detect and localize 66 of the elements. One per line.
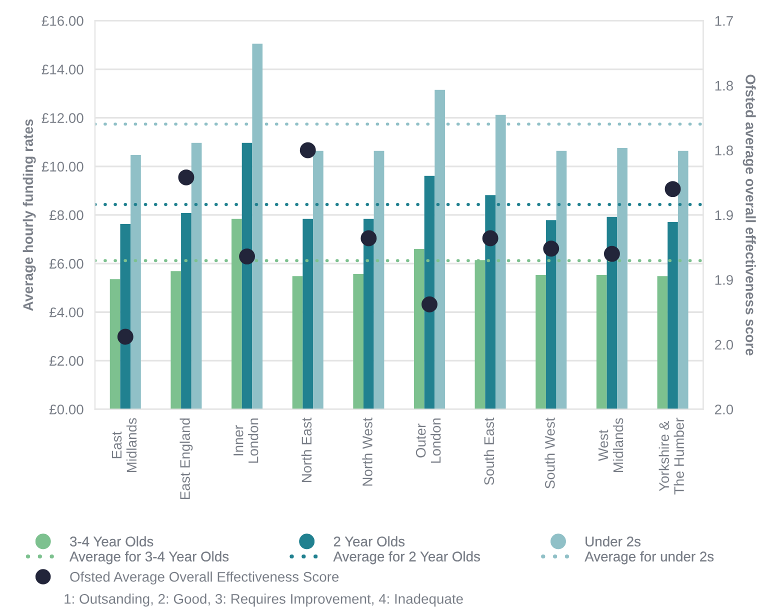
y-tick-label: £6.00 (50, 258, 84, 269)
x-tick-label: South West (544, 418, 555, 488)
x-tick-label: North West (362, 418, 372, 486)
x-tick-label: Yorkshire & The Humber (658, 418, 684, 494)
y-tick-label: £14.00 (42, 64, 84, 74)
bar (536, 274, 546, 410)
x-tick-label: Inner London (234, 418, 258, 463)
bar (181, 213, 192, 410)
legend-label: Under 2s (586, 536, 640, 546)
bar (678, 150, 688, 410)
bar (110, 279, 120, 410)
x-tick-label: North East (301, 418, 312, 482)
y-axis-title: Average hourly funding rates (22, 119, 36, 311)
point (543, 240, 560, 257)
bar (374, 150, 384, 410)
bar (546, 220, 556, 410)
bar (364, 218, 374, 410)
point (604, 246, 620, 262)
bar (120, 224, 131, 410)
bar (617, 148, 628, 410)
point (117, 328, 134, 345)
bar (657, 276, 668, 410)
bar (170, 271, 182, 410)
y-tick-label: £2.00 (50, 356, 84, 366)
x-tick-label: West Midlands (598, 418, 624, 472)
bar (302, 218, 314, 410)
point (360, 230, 377, 246)
bar (596, 274, 607, 410)
point (300, 142, 316, 158)
bar (313, 150, 324, 410)
legend-label: Average for under 2s (584, 551, 714, 564)
legend-label: 3-4 Year Olds (70, 536, 154, 546)
y2-tick-label: 1.8 (715, 146, 733, 156)
y-tick-label: £4.00 (50, 307, 84, 318)
bar (556, 150, 567, 410)
point (178, 169, 194, 186)
bar (292, 276, 303, 410)
x-tick-label: Outer London (416, 418, 441, 463)
y-tick-label: £8.00 (50, 210, 84, 220)
point (422, 296, 438, 312)
y2-tick-label: 1.9 (715, 210, 733, 220)
y2-axis-title: Ofsted average overall effectiveness score (742, 74, 756, 356)
y2-tick-label: 1.7 (715, 16, 733, 26)
x-tick-label: South East (484, 418, 494, 485)
bar (668, 222, 678, 410)
y-tick-label: £0.00 (50, 404, 84, 414)
y2-tick-label: 2.0 (715, 404, 734, 414)
legend-label: Average for 3-4 Year Olds (70, 551, 229, 564)
point (239, 248, 256, 264)
legend-label: Ofsted Average Overall Effectiveness Score (70, 572, 339, 585)
x-tick-label: East England (180, 418, 193, 500)
y2-tick-label: 2.0 (715, 340, 734, 350)
bar (353, 274, 364, 410)
bar (130, 154, 141, 410)
bar (191, 142, 202, 410)
legend-label: 2 Year Olds (334, 536, 405, 546)
y2-tick-label: 1.9 (715, 275, 733, 285)
x-tick-label: East Midlands (112, 418, 137, 472)
text: 1: Outsanding, 2: Good, 3: Requires Improvement, 4: Inadequate (64, 594, 463, 607)
y2-tick-label: 1.8 (715, 80, 733, 91)
legend-label: Average for 2 Year Olds (333, 551, 480, 564)
y-tick-label: £10.00 (42, 162, 84, 172)
point (482, 230, 498, 246)
y-tick-label: £12.00 (42, 113, 84, 124)
point (664, 181, 681, 198)
y-tick-label: £16.00 (42, 16, 84, 26)
